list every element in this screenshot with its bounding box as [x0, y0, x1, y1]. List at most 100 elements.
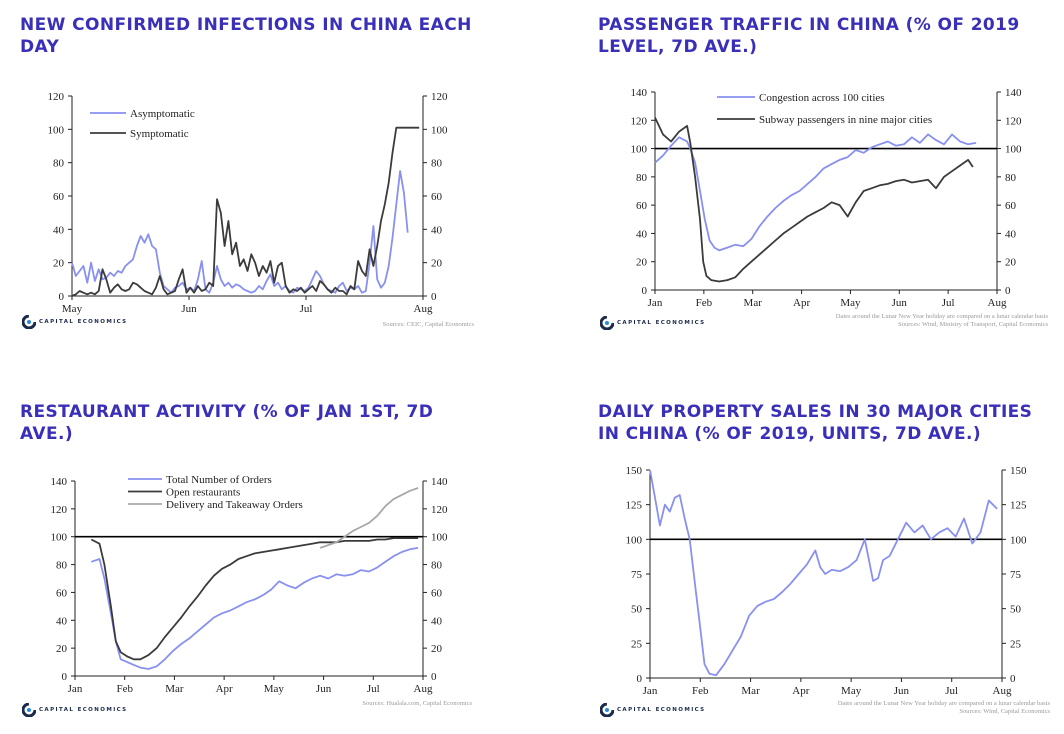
legend-label: Subway passengers in nine major cities	[759, 114, 932, 126]
chart-title: PASSENGER TRAFFIC IN CHINA (% OF 2019 LE…	[598, 15, 1020, 57]
y-tick-label: 20	[636, 257, 648, 269]
legend-label: Symptomatic	[130, 128, 189, 140]
y-tick-label-right: 140	[431, 476, 448, 488]
source-note: Dates around the Lunar New Year holiday …	[730, 700, 1050, 716]
panel-restaurant-activity: RESTAURANT ACTIVITY (% OF JAN 1ST, 7D AV…	[0, 367, 532, 734]
y-tick-label-right: 125	[1010, 500, 1027, 512]
y-tick-label-right: 100	[431, 532, 448, 544]
infections-chart: 0 0 20 20 40 40 60 60 80 80 100 100 120 120 May Jun Jul A…	[48, 91, 449, 315]
panel-new-infections: NEW CONFIRMED INFECTIONS IN CHINA EACH D…	[0, 0, 532, 367]
brand-logo: CAPITAL ECONOMICS	[22, 315, 128, 329]
series-line-open-restaurants	[90, 537, 419, 661]
y-tick-label-right: 0	[1010, 673, 1016, 685]
y-tick-label: 60	[53, 191, 65, 203]
x-tick-label: May	[841, 685, 862, 697]
x-tick-label: Jul	[300, 303, 313, 315]
x-tick-label: Mar	[165, 683, 184, 695]
chart-title: DAILY PROPERTY SALES IN 30 MAJOR CITIES …	[598, 402, 1033, 444]
series-line-property-sales	[649, 469, 998, 677]
x-tick-label: Jul	[942, 297, 955, 309]
x-tick-label: Aug	[414, 303, 433, 315]
y-tick-label-right: 60	[1005, 200, 1017, 212]
brand-logo: CAPITAL ECONOMICS	[600, 703, 706, 717]
x-tick-label: Apr	[792, 685, 809, 697]
y-tick-label-right: 0	[431, 671, 437, 683]
y-tick-label-right: 120	[431, 504, 448, 516]
y-tick-label: 80	[56, 560, 68, 572]
property-sales-chart: 0 0 25 25 50 50 75 75 100 100 125 125 150 150 Jan Feb Ma…	[626, 465, 1028, 697]
y-tick-label-right: 140	[1005, 87, 1022, 99]
y-tick-label-right: 0	[431, 291, 437, 303]
x-tick-label: Feb	[116, 683, 133, 695]
source-line: Dates around the Lunar New Year holiday …	[837, 700, 1050, 707]
x-tick-label: Feb	[696, 297, 713, 309]
y-tick-label-right: 80	[1005, 172, 1017, 184]
source-line: Sources: Wind, Ministry of Transport, Ca…	[898, 321, 1048, 328]
x-tick-label: Jun	[316, 683, 332, 695]
y-tick-label: 25	[631, 638, 643, 650]
x-tick-label: Jul	[367, 683, 380, 695]
y-tick-label-right: 100	[431, 124, 448, 136]
panel-passenger-traffic: PASSENGER TRAFFIC IN CHINA (% OF 2019 LE…	[532, 0, 1064, 367]
brand-name: CAPITAL ECONOMICS	[617, 707, 706, 713]
x-tick-label: Jan	[643, 685, 658, 697]
y-tick-label-right: 100	[1010, 534, 1027, 546]
y-tick-label-right: 75	[1010, 569, 1022, 581]
y-tick-label-right: 40	[431, 615, 443, 627]
y-tick-label: 75	[631, 569, 643, 581]
capital-economics-logo-icon	[600, 703, 614, 717]
source-line: Sources: Hualala.com, Capital Economics	[362, 700, 472, 707]
brand-name: CAPITAL ECONOMICS	[39, 319, 128, 325]
y-tick-label: 125	[626, 500, 643, 512]
y-tick-label-right: 100	[1005, 144, 1022, 156]
series-line-delivery-and-takeaway-orders	[319, 487, 419, 549]
y-tick-label: 120	[51, 504, 68, 516]
brand-logo: CAPITAL ECONOMICS	[22, 703, 128, 717]
x-tick-label: Aug	[993, 685, 1012, 697]
y-tick-label: 40	[56, 615, 68, 627]
brand-name: CAPITAL ECONOMICS	[617, 320, 706, 326]
legend-label: Congestion across 100 cities	[759, 92, 885, 104]
x-tick-label: Jun	[181, 303, 197, 315]
y-tick-label-right: 80	[431, 560, 443, 572]
y-tick-label: 100	[626, 534, 643, 546]
legend-label: Delivery and Takeaway Orders	[166, 499, 303, 511]
source-note: Dates around the Lunar New Year holiday …	[728, 313, 1048, 329]
restaurant-activity-chart: 0 0 20 20 40 40 60 60 80 80 100 100 120 120 140 140 Jan F…	[51, 474, 449, 695]
y-tick-label: 40	[53, 224, 65, 236]
capital-economics-logo-icon	[22, 315, 36, 329]
series-line-subway-passengers-in-nine-major-cities	[654, 117, 974, 283]
y-tick-label-right: 120	[431, 91, 448, 103]
y-tick-label: 20	[56, 643, 68, 655]
y-tick-label-right: 60	[431, 587, 443, 599]
y-tick-label-right: 25	[1010, 638, 1022, 650]
y-tick-label: 140	[51, 476, 68, 488]
y-tick-label-right: 120	[1005, 115, 1022, 127]
panel-property-sales: DAILY PROPERTY SALES IN 30 MAJOR CITIES …	[532, 367, 1064, 734]
x-tick-label: Jun	[892, 297, 908, 309]
y-tick-label-right: 150	[1010, 465, 1027, 477]
chart-title: RESTAURANT ACTIVITY (% OF JAN 1ST, 7D AV…	[20, 402, 434, 444]
x-tick-label: Aug	[988, 297, 1007, 309]
x-tick-label: May	[62, 303, 83, 315]
source-line: Sources: CEIC, Capital Economics	[382, 321, 474, 328]
series-line-asymptomatic	[71, 170, 409, 294]
y-tick-label: 50	[631, 604, 643, 616]
series-line-congestion-across-100-cities	[654, 133, 977, 252]
y-tick-label: 120	[48, 91, 65, 103]
x-tick-label: Mar	[741, 685, 760, 697]
x-tick-label: Apr	[793, 297, 810, 309]
source-note: Sources: CEIC, Capital Economics	[174, 321, 474, 329]
y-tick-label-right: 40	[431, 224, 443, 236]
y-tick-label-right: 20	[1005, 257, 1017, 269]
x-tick-label: Aug	[414, 683, 433, 695]
y-tick-label: 0	[59, 291, 65, 303]
y-tick-label-right: 80	[431, 158, 443, 170]
y-tick-label: 100	[48, 124, 65, 136]
y-tick-label: 20	[53, 258, 65, 270]
passenger-traffic-chart: 0 0 20 20 40 40 60 60 80 80 100 100 120 120 140 140 Jan F…	[631, 87, 1023, 309]
y-tick-label: 80	[636, 172, 648, 184]
y-tick-label: 100	[51, 532, 68, 544]
y-tick-label: 120	[631, 115, 648, 127]
x-tick-label: Jun	[894, 685, 910, 697]
